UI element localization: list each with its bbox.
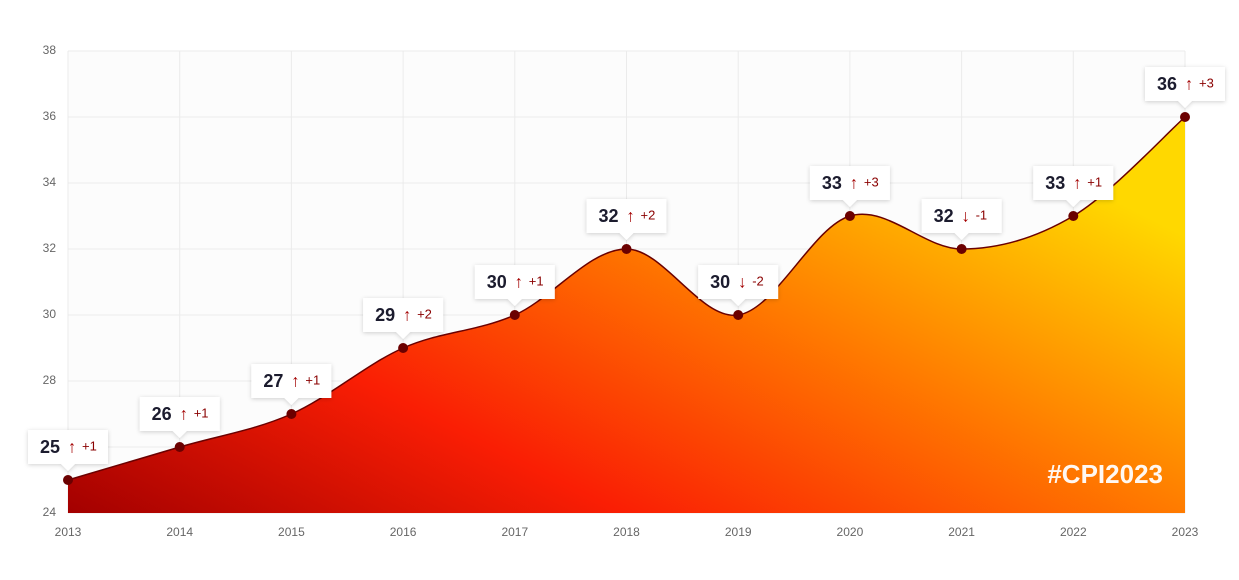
data-label: 26 ↑ +1 <box>139 397 220 438</box>
label-delta: -2 <box>752 273 764 288</box>
y-tick-label: 38 <box>43 43 57 57</box>
label-value: 27 <box>263 371 283 391</box>
label-arrow: ↑ <box>850 173 859 192</box>
label-arrow: ↑ <box>1185 74 1194 93</box>
data-label: 30 ↑ +1 <box>474 265 555 306</box>
y-tick-label: 28 <box>43 373 57 387</box>
label-arrow: ↑ <box>626 206 635 225</box>
point <box>844 211 855 221</box>
data-label: 32 ↓ -1 <box>921 199 1002 240</box>
y-tick-label: 24 <box>43 505 57 519</box>
label-box <box>809 166 890 207</box>
label-delta: +1 <box>82 438 97 453</box>
point <box>1180 112 1190 122</box>
point <box>621 244 632 254</box>
label-box <box>1145 67 1225 108</box>
label-delta: +1 <box>194 405 209 420</box>
label-box <box>921 199 1002 240</box>
label-arrow: ↑ <box>291 371 300 390</box>
x-tick-label: 2016 <box>390 525 417 539</box>
x-tick-label: 2013 <box>55 525 82 539</box>
label-delta: +1 <box>305 372 320 387</box>
x-tick-label: 2018 <box>613 525 640 539</box>
y-tick-label: 30 <box>43 307 57 321</box>
x-tick-label: 2022 <box>1060 525 1087 539</box>
y-tick-label: 32 <box>43 241 57 255</box>
label-value: 32 <box>934 206 954 226</box>
label-value: 29 <box>375 305 395 325</box>
point <box>733 310 744 320</box>
label-box <box>698 265 779 306</box>
x-tick-label: 2019 <box>725 525 752 539</box>
label-box <box>1033 166 1114 207</box>
label-value: 30 <box>487 272 507 292</box>
x-tick-label: 2017 <box>501 525 528 539</box>
label-value: 30 <box>710 272 730 292</box>
point <box>956 244 967 254</box>
label-arrow: ↑ <box>403 305 412 324</box>
label-value: 33 <box>822 173 842 193</box>
label-value: 36 <box>1157 74 1177 94</box>
area <box>68 117 1185 513</box>
label-delta: +3 <box>864 174 879 189</box>
x-tick-label: 2015 <box>278 525 305 539</box>
label-arrow: ↓ <box>738 272 747 291</box>
label-arrow: ↑ <box>179 404 188 423</box>
label-arrow: ↑ <box>1073 173 1082 192</box>
label-value: 25 <box>40 437 60 457</box>
data-label: 29 ↑ +2 <box>363 298 444 339</box>
data-label: 30 ↓ -2 <box>698 265 779 306</box>
point <box>1068 211 1079 221</box>
data-label: 33 ↑ +3 <box>809 166 890 207</box>
watermark: #CPI2023 <box>1047 459 1163 489</box>
point <box>63 475 73 485</box>
label-arrow: ↓ <box>961 206 970 225</box>
data-label: 25 ↑ +1 <box>28 430 108 471</box>
line <box>67 116 1186 481</box>
label-box <box>251 364 332 405</box>
data-label: 33 ↑ +1 <box>1033 166 1114 207</box>
label-delta: +3 <box>1199 75 1214 90</box>
label-arrow: ↑ <box>515 272 524 291</box>
label-value: 32 <box>598 206 618 226</box>
x-tick-label: 2020 <box>837 525 864 539</box>
label-delta: +1 <box>529 273 544 288</box>
label-box <box>586 199 667 240</box>
y-tick-label: 34 <box>43 175 57 189</box>
data-label: 36 ↑ +3 <box>1145 67 1225 108</box>
point <box>398 343 409 353</box>
label-value: 26 <box>152 404 172 424</box>
point <box>286 409 297 419</box>
x-tick-label: 2021 <box>948 525 975 539</box>
label-arrow: ↑ <box>68 437 77 456</box>
label-box <box>139 397 220 438</box>
label-delta: +1 <box>1087 174 1102 189</box>
point <box>509 310 520 320</box>
label-box <box>363 298 444 339</box>
data-label: 27 ↑ +1 <box>251 364 332 405</box>
label-value: 33 <box>1045 173 1065 193</box>
x-tick-label: 2014 <box>166 525 193 539</box>
point <box>174 442 185 452</box>
y-tick-label: 36 <box>43 109 57 123</box>
label-box <box>474 265 555 306</box>
label-delta: +2 <box>417 306 432 321</box>
data-label: 32 ↑ +2 <box>586 199 667 240</box>
label-delta: +2 <box>641 207 656 222</box>
label-delta: -1 <box>976 207 988 222</box>
label-box <box>28 430 108 471</box>
x-tick-label: 2023 <box>1172 525 1199 539</box>
